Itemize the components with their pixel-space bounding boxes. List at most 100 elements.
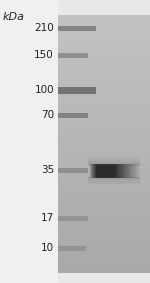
Text: 17: 17 (41, 213, 54, 223)
Bar (58, 170, 150, 172)
Bar (58, 123, 150, 126)
Bar (58, 136, 150, 139)
Bar (58, 93, 150, 95)
Bar (107, 164, 108, 178)
Bar (88, 158, 140, 160)
Bar (58, 258, 150, 260)
Bar (58, 221, 150, 224)
Bar (58, 234, 150, 237)
Bar (58, 183, 150, 185)
Bar (58, 49, 150, 51)
Bar (106, 164, 107, 178)
Bar (100, 164, 101, 178)
Bar (58, 25, 150, 28)
Bar (58, 224, 150, 227)
Bar (101, 164, 102, 178)
Bar (58, 232, 150, 234)
Bar (58, 128, 150, 131)
Bar (58, 64, 150, 67)
Bar (129, 164, 130, 178)
Bar (121, 164, 122, 178)
Bar (123, 164, 124, 178)
Bar (58, 144, 150, 147)
Bar (58, 118, 150, 121)
Bar (58, 113, 88, 117)
Bar (122, 164, 123, 178)
Bar (134, 164, 135, 178)
Bar (58, 263, 150, 265)
Bar (58, 188, 150, 190)
Bar (58, 23, 150, 25)
Bar (58, 245, 150, 247)
Bar (58, 142, 150, 144)
Bar (88, 181, 140, 183)
Text: 210: 210 (34, 23, 54, 33)
Bar (58, 219, 150, 221)
Bar (111, 164, 112, 178)
Bar (88, 163, 140, 165)
Bar (120, 164, 121, 178)
Bar (58, 126, 150, 128)
Bar (88, 180, 140, 181)
Bar (58, 190, 150, 193)
Bar (88, 179, 140, 180)
Bar (88, 184, 140, 185)
Bar (58, 165, 150, 167)
Bar (58, 53, 88, 57)
Bar (58, 215, 88, 220)
Bar (58, 185, 150, 188)
Bar (58, 229, 150, 232)
Bar (58, 113, 150, 116)
Bar (58, 100, 150, 103)
Bar (58, 271, 150, 273)
Bar (113, 164, 114, 178)
Bar (58, 25, 96, 31)
Bar (58, 87, 96, 93)
Bar (94, 164, 95, 178)
Bar (58, 131, 150, 134)
Bar (58, 268, 150, 271)
Bar (58, 216, 150, 219)
Bar (88, 178, 140, 180)
Bar (133, 164, 134, 178)
Text: 35: 35 (41, 165, 54, 175)
Bar (132, 164, 133, 178)
Bar (124, 164, 125, 178)
Bar (128, 164, 129, 178)
Bar (58, 31, 150, 33)
Bar (92, 164, 93, 178)
Bar (116, 164, 117, 178)
Bar (88, 162, 140, 164)
Bar (58, 214, 150, 216)
Bar (131, 164, 132, 178)
Bar (58, 108, 150, 110)
Bar (58, 239, 150, 242)
Bar (58, 20, 150, 23)
Bar (58, 206, 150, 209)
Bar (58, 28, 150, 31)
Bar (58, 149, 150, 152)
Bar (58, 38, 150, 41)
Bar (114, 164, 115, 178)
Bar (58, 139, 150, 142)
Text: kDa: kDa (3, 12, 25, 22)
Bar (88, 181, 140, 182)
Bar (58, 250, 150, 252)
Bar (138, 164, 139, 178)
Bar (118, 164, 119, 178)
Bar (58, 245, 86, 250)
Bar (58, 98, 150, 100)
Bar (105, 164, 106, 178)
Bar (58, 67, 150, 69)
Bar (88, 164, 89, 178)
Bar (58, 103, 150, 105)
Bar (88, 183, 140, 185)
Bar (88, 182, 140, 184)
Bar (58, 247, 150, 250)
Bar (58, 157, 150, 160)
Bar (58, 72, 150, 74)
Bar (58, 74, 150, 77)
Bar (115, 164, 116, 178)
Bar (88, 158, 140, 159)
Bar (58, 134, 150, 136)
